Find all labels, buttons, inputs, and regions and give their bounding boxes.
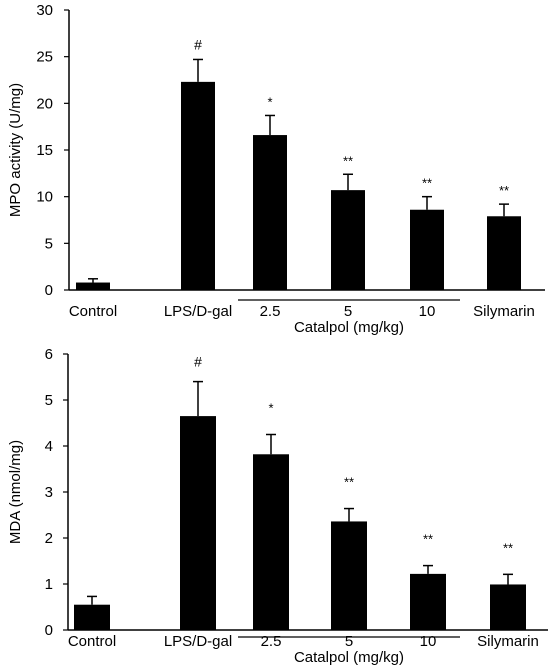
bar [410,573,446,630]
x-tick-label: Silymarin [473,303,535,320]
y-tick-label: 10 [36,189,53,206]
y-tick-label: 2 [45,530,53,547]
y-tick-label: 20 [36,95,53,112]
x-tick-label: Silymarin [477,633,539,650]
y-tick-label: 30 [36,2,53,19]
significance-label: ** [422,176,432,191]
mpo-chart-panel: 0 5 10 15 20 25 30 MPO activity (U/mg) Control # L… [7,2,545,336]
bar [76,282,110,290]
bar [74,604,110,630]
y-tick-label: 0 [45,282,53,299]
significance-label: * [267,94,272,109]
y-axis-label: MDA (nmol/mg) [7,440,24,544]
significance-label: * [268,401,273,416]
x-tick-label: 2.5 [261,633,282,650]
x-tick-label: 10 [420,633,437,650]
y-tick-label: 25 [36,49,53,66]
x-tick-label: 5 [344,303,352,320]
y-tick-label: 5 [45,235,53,252]
x-tick-label: 10 [419,303,436,320]
significance-label: ** [423,532,433,547]
y-tick-label: 6 [45,346,53,363]
y-axis-label: MPO activity (U/mg) [7,83,24,217]
bar [331,190,365,290]
significance-label: # [194,36,202,52]
y-tick-label: 5 [45,392,53,409]
significance-label: ** [499,183,509,198]
significance-label: ** [343,153,353,168]
x-tick-label: Control [68,633,116,650]
group-label: Catalpol (mg/kg) [294,319,404,336]
y-tick-label: 1 [45,576,53,593]
y-tick-label: 15 [36,142,53,159]
bar [490,584,526,630]
x-tick-label: Control [69,303,117,320]
x-tick-label: 2.5 [260,303,281,320]
mda-chart-panel: 0 1 2 3 4 5 6 MDA (nmol/mg) Control # LPS/D-gal * 2.… [7,346,548,666]
y-tick-label: 3 [45,484,53,501]
bar [180,416,216,630]
bar [487,216,521,290]
x-tick-label: LPS/D-gal [164,633,232,650]
x-tick-label: 5 [345,633,353,650]
significance-label: ** [503,540,513,555]
bar [331,521,367,630]
x-tick-label: LPS/D-gal [164,303,232,320]
significance-label: ** [344,475,354,490]
bar [253,454,289,630]
group-label: Catalpol (mg/kg) [294,649,404,666]
significance-label: # [194,354,202,370]
bar [181,81,215,290]
bar [253,135,287,290]
bar [410,209,444,290]
y-tick-label: 0 [45,622,53,639]
y-tick-label: 4 [45,438,53,455]
